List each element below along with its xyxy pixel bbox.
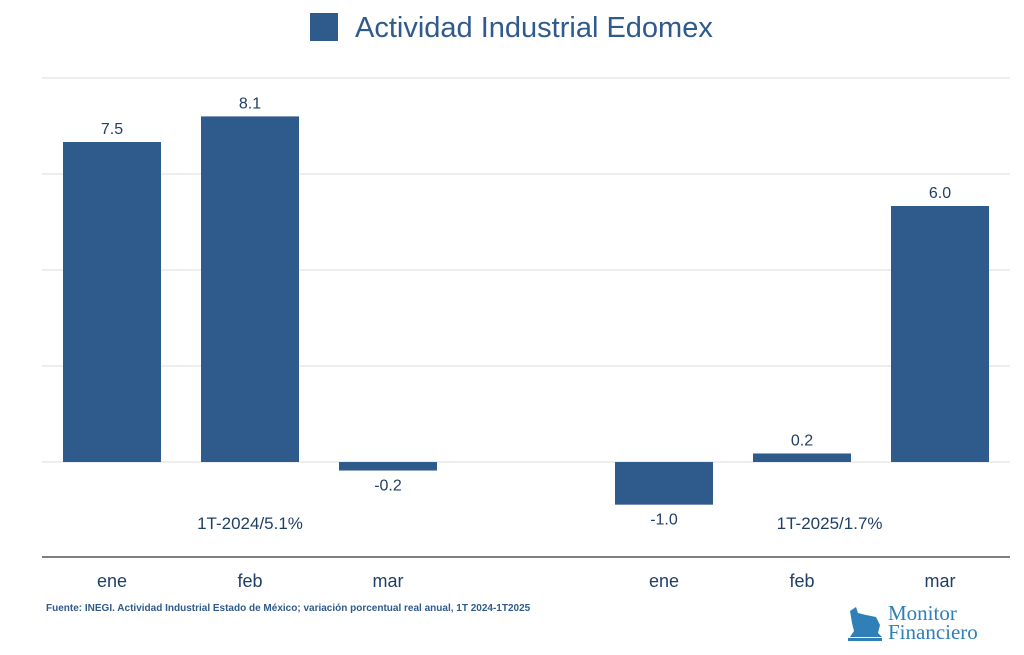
data-label-2: -0.2 bbox=[374, 478, 402, 495]
bar-1 bbox=[201, 116, 299, 463]
logo-line2: Financiero bbox=[888, 620, 978, 644]
x-tick-label-1: feb bbox=[237, 571, 262, 591]
source-note: Fuente: INEGI. Actividad Industrial Esta… bbox=[46, 603, 531, 614]
bar-5 bbox=[753, 453, 851, 462]
bar-6 bbox=[891, 206, 989, 462]
chart-title: Actividad Industrial Edomex bbox=[355, 12, 713, 44]
bar-chart: Actividad Industrial Edomex 7.5 ene 8.1 feb -… bbox=[42, 12, 1010, 591]
data-label-4: -1.0 bbox=[650, 512, 678, 529]
bull-icon bbox=[848, 607, 882, 641]
bar-0 bbox=[63, 142, 161, 462]
logo-line1: Monitor bbox=[888, 601, 957, 625]
x-tick-label-6: mar bbox=[925, 571, 956, 591]
x-tick-label-2: mar bbox=[373, 571, 404, 591]
group-label-1: 1T-2025/1.7% bbox=[777, 514, 883, 533]
data-label-1: 8.1 bbox=[239, 95, 261, 112]
group-label-0: 1T-2024/5.1% bbox=[197, 514, 303, 533]
data-label-0: 7.5 bbox=[101, 121, 123, 138]
legend-swatch bbox=[310, 13, 338, 41]
x-tick-label-0: ene bbox=[97, 571, 127, 591]
bar-4 bbox=[615, 462, 713, 505]
x-tick-label-5: feb bbox=[789, 571, 814, 591]
x-tick-label-4: ene bbox=[649, 571, 679, 591]
data-label-5: 0.2 bbox=[791, 432, 813, 449]
bar-2 bbox=[339, 462, 437, 471]
data-label-6: 6.0 bbox=[929, 185, 951, 202]
monitor-financiero-logo: Monitor Financiero bbox=[846, 603, 978, 643]
